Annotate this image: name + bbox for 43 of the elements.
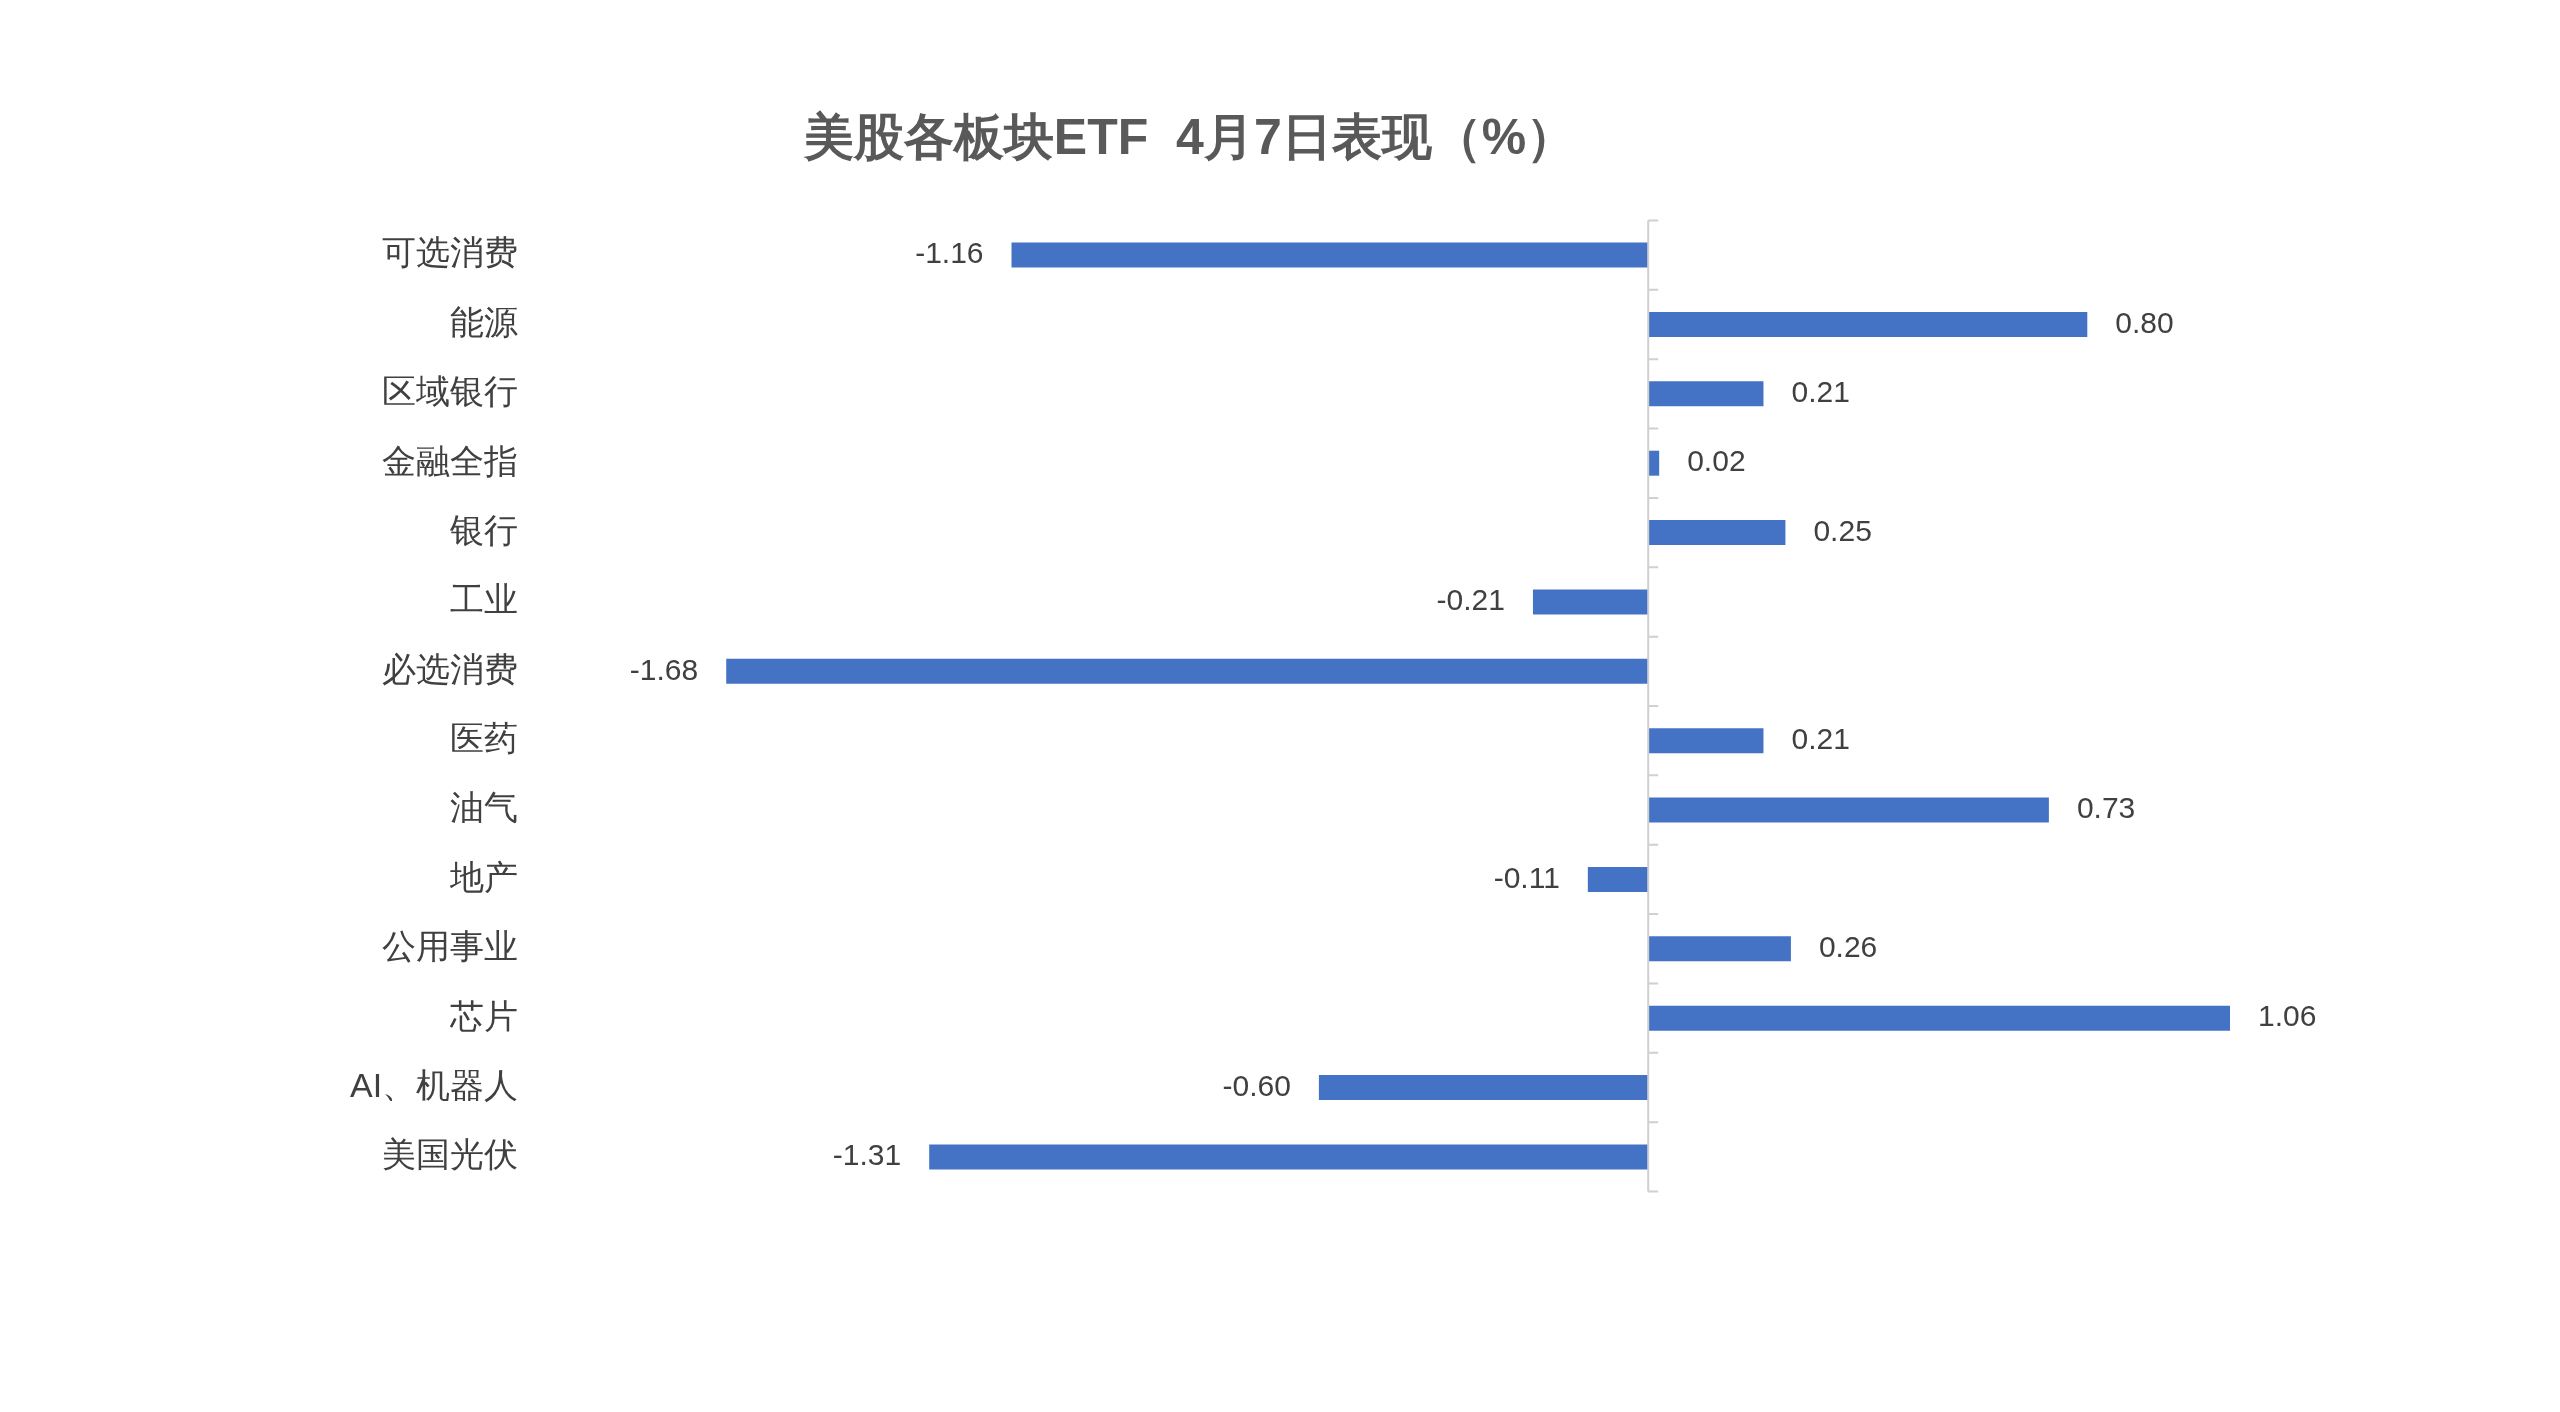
bar [1648,797,2049,823]
y-tick-label: 医药 [450,719,519,758]
data-label: -1.31 [832,1138,902,1172]
data-label: -0.21 [1436,583,1505,617]
y-tick-label: 芯片 [449,996,519,1035]
y-tick-label: 油气 [450,788,519,827]
data-label: -1.16 [915,236,984,270]
y-tick-label: 公用事业 [382,927,519,966]
bar [929,1144,1649,1170]
y-tick-label: 金融全指 [382,441,519,480]
data-label: 0.21 [1791,721,1850,755]
y-tick-label: 银行 [449,510,519,549]
data-label: 0.25 [1813,513,1872,547]
bar [1648,728,1764,754]
bar [1648,450,1660,476]
data-label: 1.06 [2258,999,2317,1033]
bar [726,658,1649,684]
data-label: 0.02 [1687,444,1746,478]
y-tick-label: 工业 [450,580,519,619]
chart-title: 美股各板块ETF 4月7日表现（%） [802,109,1577,166]
bar [1532,589,1649,615]
data-label: -1.68 [629,652,699,686]
y-tick-label: 必选消费 [382,649,519,688]
y-tick-label: 可选消费 [382,233,519,272]
y-tick-label: 能源 [450,302,519,341]
data-label: -0.60 [1222,1068,1291,1102]
data-label: 0.80 [2115,305,2174,339]
data-label: 0.26 [1818,930,1878,964]
data-label: 0.21 [1791,375,1850,409]
bar [1648,1005,2230,1031]
bar [1648,381,1764,407]
bar [1011,242,1649,268]
bar [1318,1075,1649,1101]
bar [1587,866,1649,892]
bar [1648,311,2088,337]
y-tick-label: 区域银行 [382,372,519,411]
data-label: -0.11 [1493,860,1560,894]
y-tick-label: 地产 [449,857,519,896]
bar [1648,936,1791,962]
data-label: 0.73 [2076,791,2136,825]
y-tick-label: 美国光伏 [382,1135,519,1174]
bar [1648,520,1786,546]
y-tick-label: AI、机器人 [350,1065,519,1104]
